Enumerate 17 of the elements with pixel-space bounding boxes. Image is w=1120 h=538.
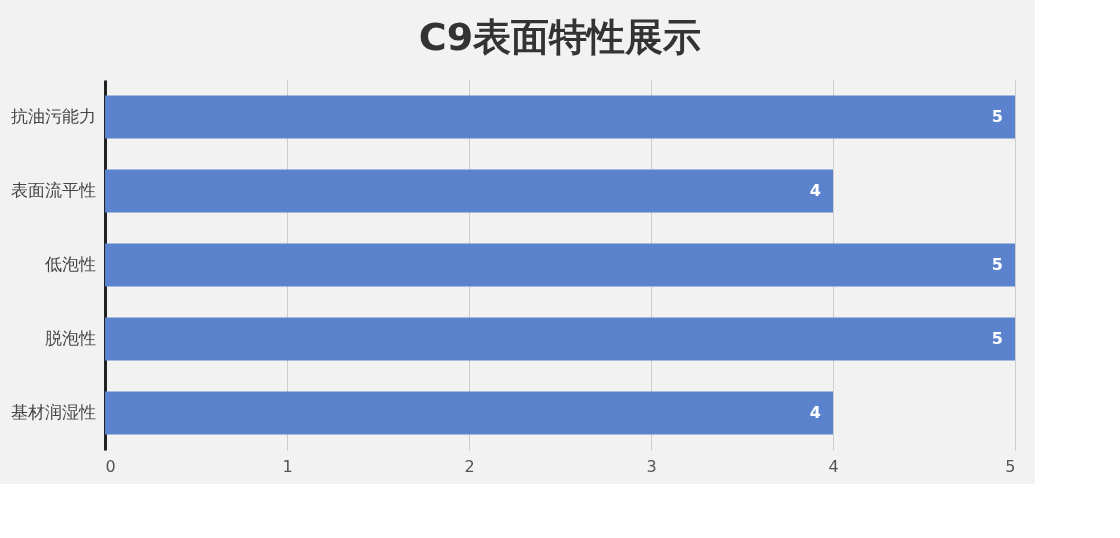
y-tick-label: 脱泡性 — [44, 328, 96, 348]
x-tick-label: 4 — [828, 456, 839, 476]
data-label: 5 — [991, 255, 1003, 274]
data-label: 5 — [991, 107, 1003, 126]
data-label: 4 — [809, 403, 821, 422]
chart-title: C9表面特性展示 — [418, 15, 702, 59]
y-tick-label: 抗油污能力 — [10, 106, 96, 126]
y-tick-label: 低泡性 — [44, 254, 96, 274]
data-label: 5 — [991, 329, 1003, 348]
y-tick-label: 基材润湿性 — [10, 402, 96, 422]
y-tick-label: 表面流平性 — [10, 180, 96, 200]
x-tick-label: 5 — [1005, 456, 1016, 476]
x-tick-label: 2 — [464, 456, 475, 476]
x-tick-label: 3 — [646, 456, 657, 476]
x-tick-label: 0 — [105, 456, 116, 476]
x-tick-label: 1 — [282, 456, 293, 476]
data-label: 4 — [809, 181, 821, 200]
